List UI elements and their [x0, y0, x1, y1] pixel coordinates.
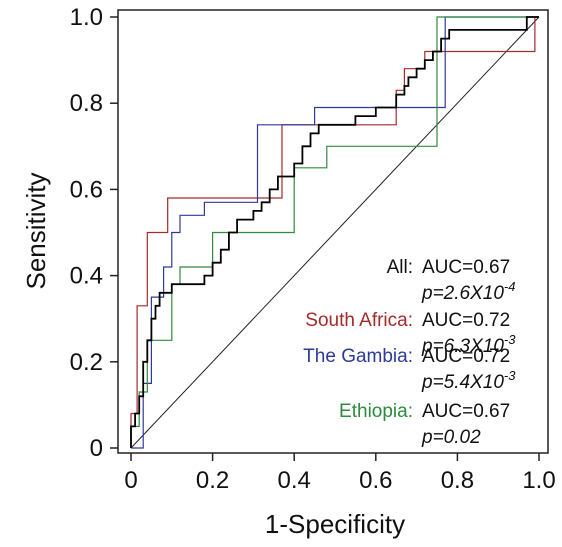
- legend-p-base: p=5.4X10: [421, 372, 504, 393]
- legend-p-exponent: -3: [504, 332, 516, 347]
- legend-p-base: p=6.3X10: [421, 336, 504, 357]
- y-tick-label: 0.2: [70, 349, 103, 376]
- legend-auc: AUC=0.67: [422, 257, 510, 278]
- x-tick-label: 0.2: [196, 467, 229, 494]
- y-tick-label: 1.0: [70, 4, 103, 31]
- legend-auc: AUC=0.67: [422, 401, 510, 422]
- y-axis-title: Sensitivity: [21, 172, 51, 289]
- roc-curve-all: [130, 16, 539, 448]
- plot-frame: [117, 9, 549, 454]
- legend-p-exponent: -4: [504, 279, 516, 294]
- x-tick-label: 1.0: [522, 467, 555, 494]
- legend-label: Ethiopia:: [339, 401, 413, 422]
- roc-curve-ethiopia: [130, 16, 539, 448]
- x-tick-label: 0.8: [441, 467, 474, 494]
- legend-p-value: p=0.02: [421, 427, 481, 448]
- legend-label: All:: [387, 257, 413, 278]
- legend-auc: AUC=0.72: [422, 310, 510, 331]
- y-axis-ticks: 0 0.2 0.4 0.6 0.8 1.0: [70, 4, 118, 462]
- y-tick-label: 0.6: [70, 176, 103, 203]
- legend-auc: AUC=0.72: [422, 346, 510, 367]
- legend-p-value: p=6.3X10-3: [421, 332, 516, 357]
- legend-p-value: p=5.4X10-3: [421, 368, 516, 393]
- legend-p-value: p=2.6X10-4: [421, 279, 515, 304]
- legend-p-exponent: -3: [504, 368, 516, 383]
- roc-curve-the-gambia: [131, 16, 539, 449]
- x-tick-label: 0.6: [359, 467, 392, 494]
- x-tick-label: 0.4: [278, 467, 311, 494]
- legend-label: The Gambia:: [303, 346, 413, 367]
- x-axis-ticks: 0 0.2 0.4 0.6 0.8 1.0: [124, 453, 556, 494]
- y-tick-label: 0.8: [70, 90, 103, 117]
- chance-diagonal-line: [130, 16, 540, 449]
- x-axis-title: 1-Specificity: [265, 509, 405, 539]
- y-tick-label: 0: [90, 435, 103, 462]
- legend-p-base: p=0.02: [421, 427, 481, 448]
- x-tick-label: 0: [124, 467, 137, 494]
- legend-p-base: p=2.6X10: [421, 283, 504, 304]
- legend-label: South Africa:: [305, 310, 413, 331]
- roc-curves: [130, 16, 539, 449]
- y-tick-label: 0.4: [70, 263, 103, 290]
